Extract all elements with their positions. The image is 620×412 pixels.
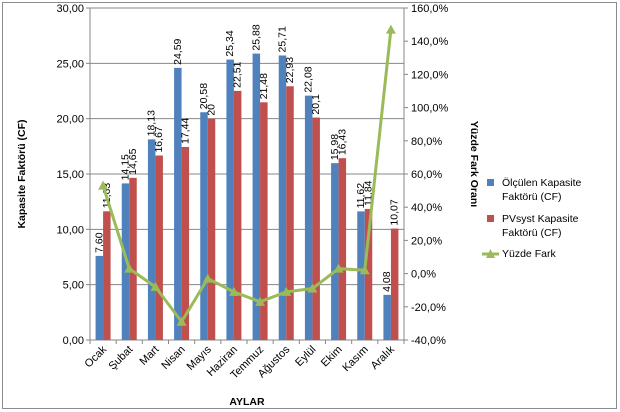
bar <box>304 95 313 340</box>
bar <box>357 211 365 340</box>
bar <box>312 117 320 340</box>
x-axis-tick-label: Ocak <box>83 343 110 370</box>
line-point <box>307 283 318 293</box>
right-axis-tick-label: 40,0% <box>411 202 442 214</box>
bar-data-label: 4,08 <box>381 271 393 292</box>
bar <box>364 208 373 340</box>
bar <box>278 55 287 340</box>
right-axis-tick-label: -20,0% <box>411 302 446 314</box>
bar-data-label: 20 <box>206 104 218 116</box>
bar <box>155 155 163 340</box>
bar-data-label: 10,07 <box>389 199 401 225</box>
right-axis-tick-label: 100,0% <box>411 103 449 115</box>
left-axis-tick-label: 15,00 <box>56 169 84 181</box>
bar <box>383 294 391 340</box>
bar-data-label: 17,44 <box>179 118 191 144</box>
bar <box>147 139 156 340</box>
bar <box>260 102 268 341</box>
legend-label: Ölçülen Kapasite <box>502 177 582 189</box>
x-axis-title: AYLAR <box>229 396 265 408</box>
bar-data-label: 25,34 <box>224 30 236 56</box>
legend-swatch <box>487 179 494 186</box>
bar-data-label: 15,98 <box>329 134 341 160</box>
bar-data-label: 20,1 <box>310 94 322 115</box>
line-point <box>333 263 344 273</box>
bar-data-label: 16,67 <box>153 126 165 152</box>
bar-data-label: 20,58 <box>198 83 210 109</box>
y2-axis-title: Yüzde Fark Oranı <box>468 121 480 207</box>
bar-data-label: 18,13 <box>146 110 158 136</box>
bar <box>338 158 347 340</box>
left-axis-tick-label: 0,00 <box>63 335 84 347</box>
bar-data-label: 14,15 <box>120 154 132 180</box>
legend-label: PVsyst Kapasite <box>502 213 579 225</box>
bar-data-label: 25,88 <box>250 24 262 50</box>
bar-data-label: 22,93 <box>284 57 296 83</box>
right-axis-tick-label: 140,0% <box>411 36 449 48</box>
left-axis-tick-label: 10,00 <box>56 224 84 236</box>
right-axis-tick-label: 0,0% <box>411 269 436 281</box>
x-axis-tick-label: Mart <box>137 344 161 368</box>
bar <box>95 255 104 340</box>
bar-data-label: 7,60 <box>93 232 105 253</box>
line-point <box>281 286 292 296</box>
bar <box>233 90 242 340</box>
x-axis-tick-label: Eylül <box>293 344 318 369</box>
bar <box>226 59 234 340</box>
line-point <box>98 180 109 190</box>
x-axis-tick-label: Şubat <box>107 344 136 373</box>
bar-data-label: 24,59 <box>172 38 184 64</box>
left-axis-tick-label: 5,00 <box>63 280 84 292</box>
left-axis-tick-label: 30,00 <box>56 3 84 15</box>
line-point <box>385 24 396 34</box>
right-axis-tick-label: 20,0% <box>411 235 442 247</box>
legend-label: Faktörü (CF) <box>502 191 562 203</box>
line-point <box>124 263 135 273</box>
line-point <box>202 273 213 283</box>
bar-data-label: 14,65 <box>127 148 139 174</box>
line-point <box>228 286 239 296</box>
bar-data-label: 21,48 <box>258 73 270 99</box>
bar <box>331 163 339 340</box>
left-axis-tick-label: 25,00 <box>56 58 84 70</box>
bar <box>129 177 137 340</box>
right-axis-tick-label: 60,0% <box>411 169 442 181</box>
x-axis-tick-label: Kasım <box>340 344 371 375</box>
line-series <box>101 29 393 324</box>
bar-data-label: 11,62 <box>355 183 367 209</box>
legend-label: Faktörü (CF) <box>502 227 562 239</box>
right-axis-tick-label: 120,0% <box>411 69 449 81</box>
left-axis-tick-label: 20,00 <box>56 114 84 126</box>
bar-data-label: 22,51 <box>232 61 244 87</box>
bar <box>286 86 294 340</box>
bar <box>252 53 261 340</box>
legend-swatch <box>487 215 494 222</box>
x-axis-tick-label: Aralık <box>369 343 398 372</box>
bar-data-label: 25,71 <box>277 26 289 52</box>
right-axis-tick-label: 80,0% <box>411 136 442 148</box>
bar <box>181 146 190 340</box>
bar-data-label: 16,43 <box>336 129 348 155</box>
bar <box>174 67 182 340</box>
y-axis-title: Kapasite Faktörü (CF) <box>16 119 28 228</box>
right-axis-tick-label: 160,0% <box>411 3 449 15</box>
x-axis-tick-label: Nisan <box>159 344 187 372</box>
bar-data-label: 22,08 <box>303 66 315 92</box>
line-point <box>176 316 187 326</box>
legend-swatch-marker <box>486 249 495 258</box>
bar <box>207 118 216 341</box>
line-point <box>255 296 266 306</box>
bar <box>390 228 399 340</box>
bar <box>103 211 111 340</box>
right-axis-tick-label: -40,0% <box>411 335 446 347</box>
line-point <box>359 265 370 275</box>
bar <box>200 112 208 340</box>
line-point <box>150 281 161 291</box>
legend-label: Yüzde Fark <box>502 248 556 260</box>
